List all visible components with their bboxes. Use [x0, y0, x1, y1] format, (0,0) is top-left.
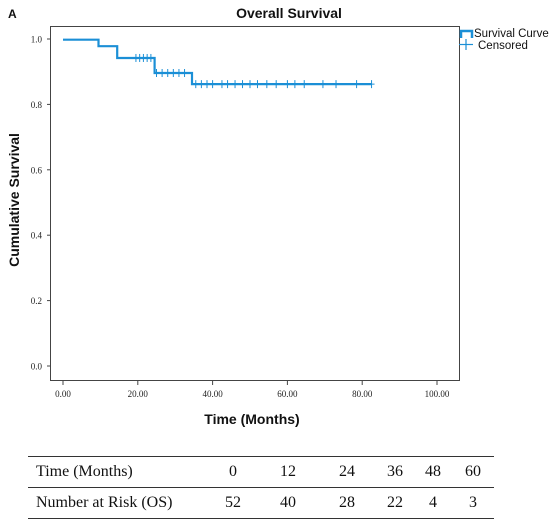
legend-survival-label: Survival Curve [474, 28, 549, 40]
censored-marker [224, 80, 231, 89]
series-layer [63, 38, 375, 89]
x-axis: 0.00 20.00 40.00 60.00 80.00 100.00 [55, 381, 450, 399]
time-value: 0 [229, 463, 237, 480]
censored-marker [218, 80, 225, 89]
y-tick-label: 0.4 [31, 231, 43, 241]
time-row-label: Time (Months) [36, 463, 133, 480]
time-value: 12 [280, 463, 296, 480]
censored-marker [284, 80, 291, 89]
censored-marker [192, 80, 199, 89]
risk-value: 28 [339, 494, 355, 511]
risk-value: 52 [225, 494, 241, 511]
x-tick-label: 80.00 [352, 389, 373, 399]
censored-marker [153, 69, 160, 78]
x-tick-label: 60.00 [277, 389, 298, 399]
time-value: 24 [339, 463, 355, 480]
y-axis: 0.0 0.2 0.4 0.6 0.8 1.0 [31, 35, 51, 372]
time-value: 48 [425, 463, 441, 480]
censored-marker [159, 69, 166, 78]
censored-marker [147, 53, 154, 62]
censored-marker [203, 80, 210, 89]
x-tick-label: 0.00 [55, 389, 71, 399]
legend-censored-swatch [459, 39, 473, 50]
risk-value: 3 [469, 494, 477, 511]
censored-marker [301, 80, 308, 89]
censored-marker [247, 80, 253, 89]
survival-chart: A Overall Survival 0.0 0.2 0.4 0.6 0.8 1.0 0.… [6, 5, 549, 427]
risk-row-label: Number at Risk (OS) [36, 494, 173, 511]
censored-marker [273, 80, 280, 89]
panel-label: A [8, 7, 17, 21]
risk-value: 4 [429, 494, 437, 511]
x-tick-label: 40.00 [202, 389, 223, 399]
censored-marker [263, 80, 270, 89]
censored-marker [170, 69, 177, 78]
survival-curve-line [63, 38, 372, 86]
legend-censored-label: Censored [478, 40, 528, 52]
legend: Survival Curve Censored [459, 28, 549, 52]
censored-marker [181, 69, 188, 78]
y-tick-label: 0.0 [31, 362, 43, 372]
censored-marker [239, 80, 246, 89]
plot-frame [50, 26, 460, 381]
y-tick-label: 1.0 [31, 35, 43, 45]
x-axis-label: Time (Months) [204, 411, 299, 427]
legend-survival-swatch [459, 29, 474, 38]
y-tick-label: 0.2 [31, 296, 42, 306]
censored-marker [209, 80, 216, 89]
time-value: 60 [465, 463, 481, 480]
censored-marker [319, 80, 326, 89]
x-tick-label: 20.00 [128, 389, 149, 399]
censored-marker [198, 80, 205, 89]
time-value: 36 [387, 463, 403, 480]
censored-marker [333, 80, 340, 89]
censored-marker [368, 80, 375, 89]
censored-marker [164, 69, 171, 78]
censored-marker [291, 80, 298, 89]
risk-value: 22 [387, 494, 403, 511]
censored-marker [353, 80, 360, 89]
risk-value: 40 [280, 494, 296, 511]
chart-title: Overall Survival [236, 5, 342, 21]
risk-table-risk-row: Number at Risk (OS) 52 40 28 22 4 3 [28, 487, 494, 519]
risk-table: Time (Months) 0 12 24 36 48 60 Number at… [28, 456, 494, 519]
censored-marker [254, 80, 261, 89]
y-axis-label: Cumulative Survival [6, 133, 22, 267]
y-tick-label: 0.6 [31, 165, 43, 175]
risk-table-time-row: Time (Months) 0 12 24 36 48 60 [28, 456, 494, 488]
x-tick-label: 100.00 [425, 389, 450, 399]
censored-marker [232, 80, 239, 89]
y-tick-label: 0.8 [31, 100, 43, 110]
censored-marker [175, 69, 182, 78]
